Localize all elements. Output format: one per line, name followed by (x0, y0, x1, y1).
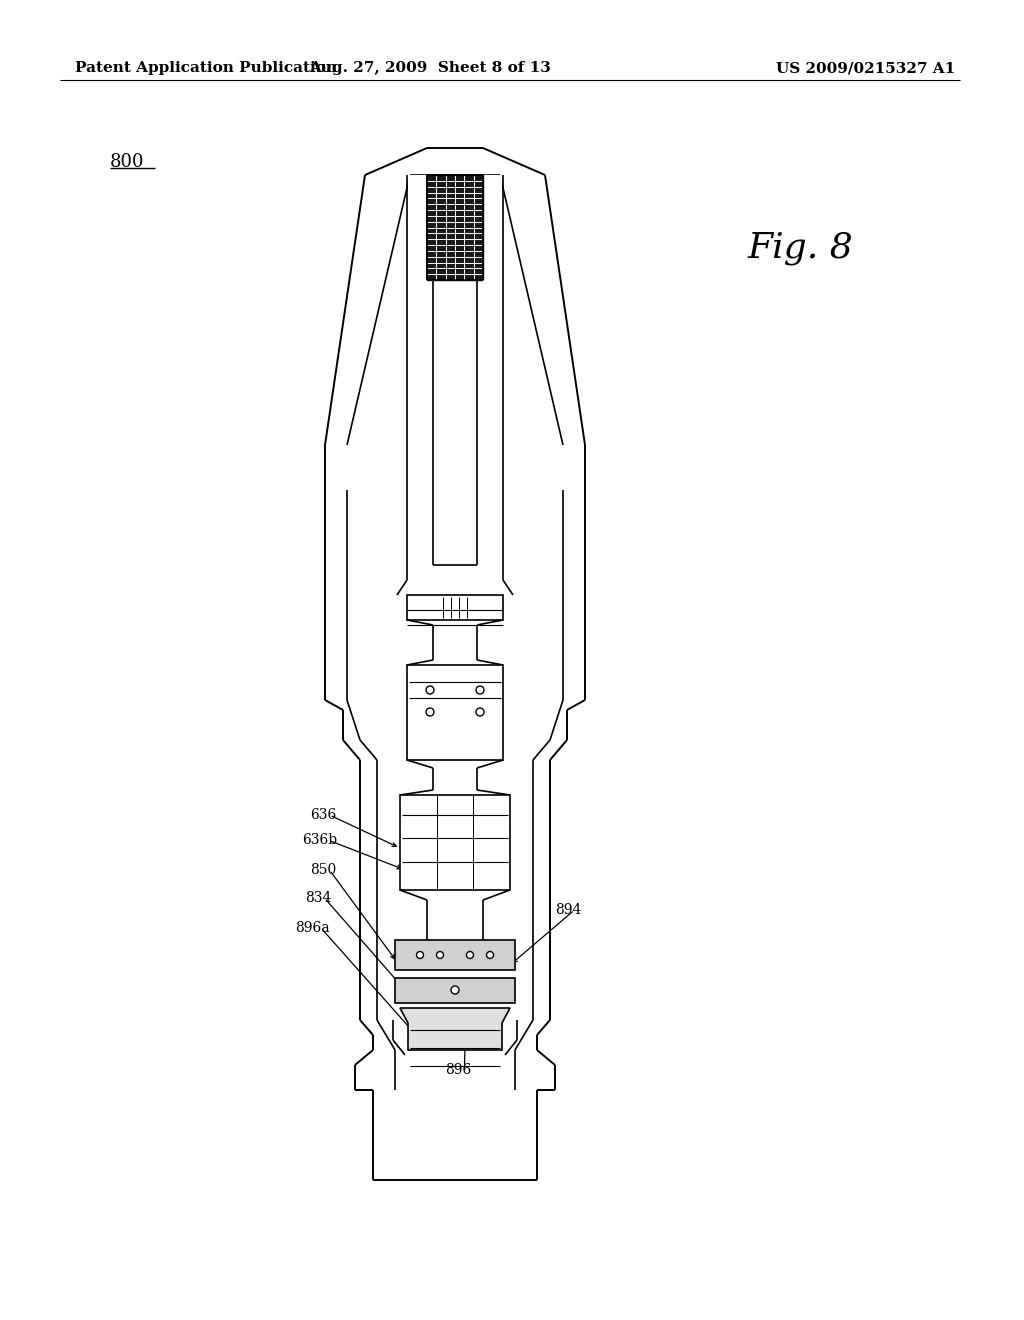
Text: Fig. 8: Fig. 8 (748, 231, 853, 265)
Text: 896a: 896a (295, 921, 330, 935)
Polygon shape (434, 768, 476, 789)
Polygon shape (408, 176, 502, 579)
Circle shape (476, 708, 484, 715)
Circle shape (467, 952, 473, 958)
Text: 636: 636 (310, 808, 336, 822)
Polygon shape (407, 665, 503, 760)
Text: 894: 894 (555, 903, 582, 917)
Circle shape (436, 952, 443, 958)
Polygon shape (325, 176, 585, 1180)
Text: 636b: 636b (302, 833, 337, 847)
Text: Aug. 27, 2009  Sheet 8 of 13: Aug. 27, 2009 Sheet 8 of 13 (309, 61, 551, 75)
Polygon shape (400, 795, 510, 890)
Polygon shape (427, 176, 483, 280)
Text: Patent Application Publication: Patent Application Publication (75, 61, 337, 75)
Text: US 2009/0215327 A1: US 2009/0215327 A1 (776, 61, 955, 75)
Circle shape (486, 952, 494, 958)
Circle shape (451, 986, 459, 994)
Polygon shape (434, 624, 476, 660)
Polygon shape (400, 1008, 510, 1049)
Polygon shape (407, 595, 503, 620)
Text: 896: 896 (445, 1063, 471, 1077)
Circle shape (476, 686, 484, 694)
Polygon shape (395, 940, 515, 970)
Text: 800: 800 (110, 153, 144, 172)
Circle shape (426, 708, 434, 715)
Circle shape (417, 952, 424, 958)
Circle shape (426, 686, 434, 694)
Text: 834: 834 (305, 891, 332, 906)
Polygon shape (395, 978, 515, 1003)
Text: 850: 850 (310, 863, 336, 876)
Polygon shape (428, 900, 482, 940)
